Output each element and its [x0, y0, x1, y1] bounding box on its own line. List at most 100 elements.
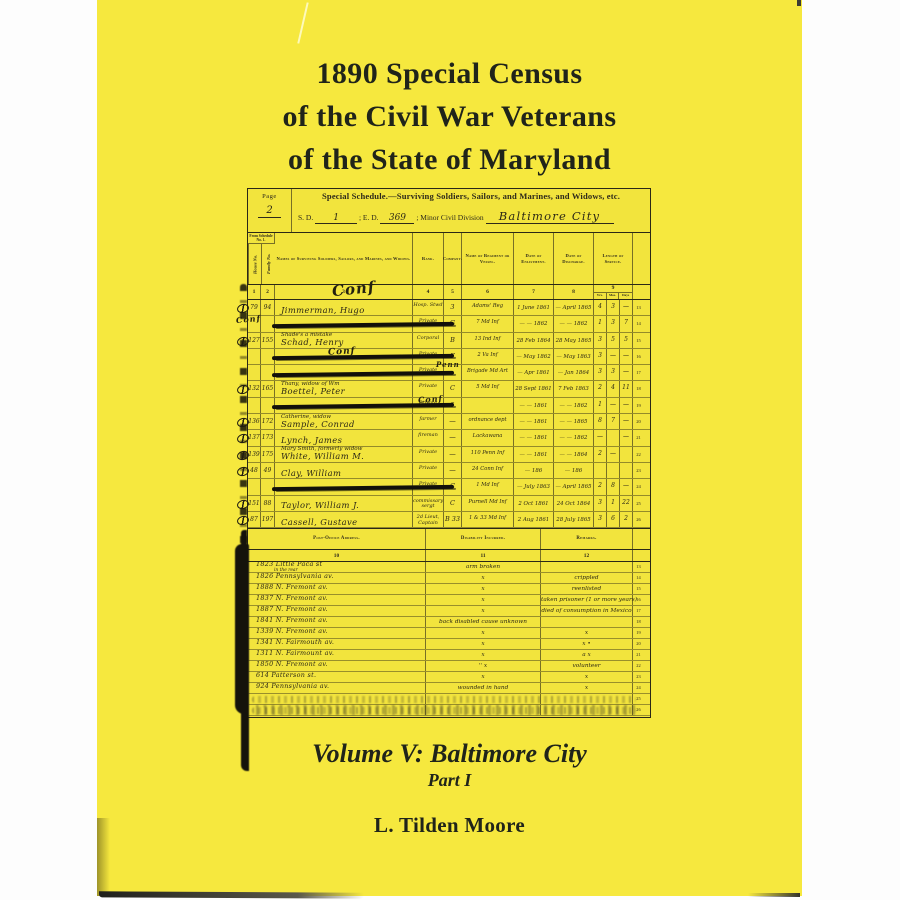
row-number: 21	[636, 652, 641, 658]
address-row: 1339 N. Fremont av. x x 19	[248, 627, 650, 640]
company: —	[444, 446, 462, 462]
veteran-name-cell: Taylor, William J.	[275, 495, 413, 511]
book-title-line: of the Civil War Veterans	[282, 100, 617, 133]
upper-rows: 79 94 Jimmerman, Hugo Hosp. Stwd 3 Adams…	[248, 300, 650, 529]
service-years: —	[594, 430, 607, 446]
service-years: 3	[594, 495, 607, 511]
colnum-9: 9	[611, 285, 615, 292]
service-days: 11	[620, 381, 633, 397]
service-months: —	[607, 348, 620, 365]
house-no: 87	[248, 511, 261, 528]
regiment: Purnell Md Inf	[462, 495, 514, 511]
disability: '' x	[426, 661, 541, 672]
census-row: Private 5 — — 1861 — — 1862 1 — — 19	[248, 397, 650, 415]
disability: x	[426, 584, 541, 595]
row-number: 23	[636, 467, 641, 473]
address: 1339 N. Fremont av.	[256, 627, 328, 636]
family-no: 172	[261, 414, 275, 430]
house-no: 48	[248, 462, 261, 479]
address: 1823 Little Paca st	[256, 559, 323, 568]
rank: farmer	[413, 414, 444, 430]
sd-value: 1	[315, 213, 358, 225]
disability: x	[426, 573, 541, 584]
disability	[426, 694, 541, 705]
veteran-name-cell: Lynch, James	[275, 430, 413, 446]
col-rownum-spacer	[633, 233, 644, 284]
row-number: 13	[636, 564, 641, 570]
remarks: x	[541, 628, 633, 639]
remarks: crippled	[541, 573, 633, 584]
address-cell: 1339 N. Fremont av.	[248, 627, 426, 639]
service-years	[594, 462, 607, 479]
service-years: 3	[594, 511, 607, 528]
widow-note: Thany, widow of Wm	[281, 381, 340, 388]
service-years: 8	[594, 414, 607, 430]
discharge-date: 7 Feb 1863	[554, 381, 594, 397]
discharge-date: — Jan 1864	[554, 365, 594, 381]
book-title-line: of the State of Maryland	[288, 143, 611, 176]
book-bottom-edge-shadow	[98, 891, 365, 899]
company: 3	[444, 300, 462, 316]
enlistment-date: — — 1862	[514, 316, 554, 332]
enlistment-date: — July 1863	[514, 479, 554, 495]
company: C	[444, 495, 462, 511]
service-days: 5	[620, 332, 633, 348]
address-row: 1837 N. Fremont av. x taken prisoner (1 …	[248, 594, 650, 607]
col-rank: Rank.	[413, 233, 444, 284]
address: 1826 Pennsylvania av.	[256, 572, 334, 581]
service-years: 4	[594, 300, 607, 316]
address: 1311 N. Fairmount av.	[256, 649, 335, 658]
col-company: Company.	[443, 233, 462, 284]
census-row: Private C 1 Md Inf — July 1863 — April 1…	[248, 479, 650, 496]
widow-note	[281, 407, 412, 413]
enlistment-date: 2 Oct 1861	[514, 495, 554, 511]
family-no: 165	[261, 381, 275, 397]
census-row: 79 94 Jimmerman, Hugo Hosp. Stwd 3 Adams…	[248, 300, 650, 317]
row-number: 15	[636, 337, 641, 343]
family-no: 88	[261, 495, 275, 511]
house-no	[248, 316, 261, 332]
disability: x	[426, 595, 541, 606]
sub-days: Days	[622, 293, 630, 298]
col-remarks: Remarks.	[541, 529, 633, 550]
disability: x	[426, 639, 541, 650]
remarks: taken prisoner (1 or more years)	[541, 595, 637, 606]
discharge-date: — April 1865	[554, 300, 594, 316]
remarks: reenlisted	[541, 584, 633, 595]
service-months: 3	[607, 365, 620, 381]
lower-rownum-spacer	[633, 529, 644, 549]
census-row: 48 49 Clay, William Private — 24 Conn In…	[248, 462, 650, 480]
volume-line: Volume V: Baltimore City	[312, 739, 587, 768]
service-years: 3	[594, 365, 607, 381]
company: G	[444, 316, 462, 332]
address-cell: 1823 Little Paca st in the rear	[248, 559, 426, 573]
col-post-office-address: Post-Office Address.	[248, 529, 426, 550]
house-no	[248, 365, 261, 381]
mcd-label: ; Minor Civil Division	[416, 212, 484, 222]
family-no: 155	[261, 332, 275, 348]
service-months: 1	[607, 495, 620, 511]
service-years: 1	[594, 397, 607, 414]
sub-mos: Mos.	[607, 293, 620, 299]
remarks: x	[541, 672, 633, 683]
regiment: 2 Va Inf	[462, 348, 514, 365]
regiment: 24 Conn Inf	[462, 462, 514, 479]
service-months: 3	[607, 316, 620, 332]
widow-note: Catherine, widow	[281, 413, 332, 420]
part-line: Part I	[427, 770, 472, 790]
address-row: 25	[248, 694, 650, 706]
veteran-name: Cassell, Gustave	[281, 516, 358, 527]
book-title-line: 1890 Special Census	[316, 57, 583, 90]
colnum-5: 5	[444, 285, 462, 299]
schedule-title: Special Schedule.—Surviving Soldiers, Sa…	[321, 191, 621, 201]
address: 1841 N. Fremont av.	[256, 616, 328, 625]
from-schedule-note: From Schedule No. 1.	[248, 233, 275, 244]
service-years: 2	[594, 479, 607, 495]
house-no: 137	[248, 430, 261, 446]
col-disability: Disability Incurred.	[426, 529, 541, 550]
regiment: 13 Ind Inf	[462, 332, 514, 348]
author-name: L. Tilden Moore	[374, 813, 525, 837]
address-row: 1850 N. Fremont av. '' x volunteer 22	[248, 660, 650, 673]
address-row: 1888 N. Fremont av. x reenlisted 15	[248, 583, 650, 596]
sub-yrs: Yrs.	[594, 293, 607, 299]
